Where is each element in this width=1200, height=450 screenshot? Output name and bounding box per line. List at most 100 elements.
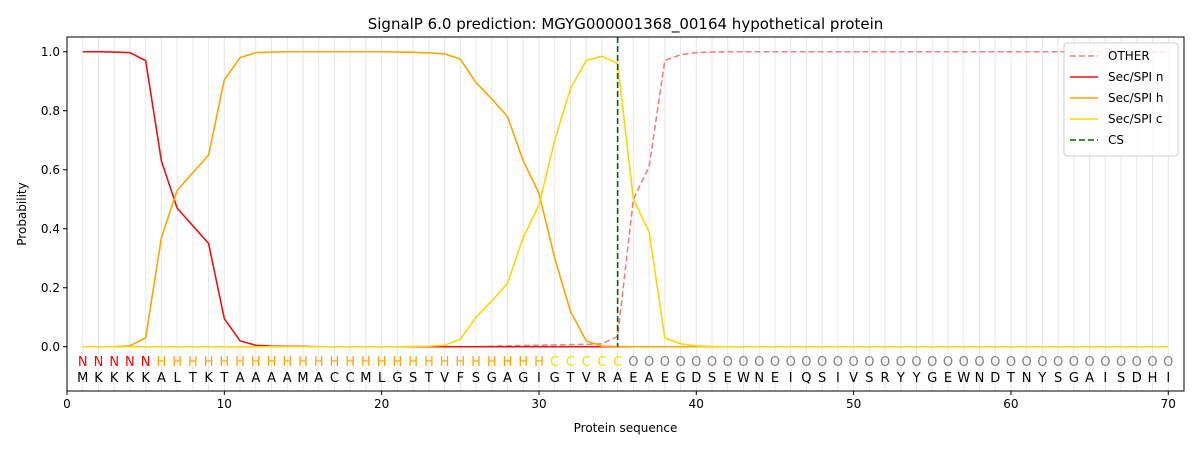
region-label: O [1022, 355, 1032, 370]
legend: OTHER Sec/SPI n Sec/SPI h Sec/SPI c CS [1063, 42, 1179, 157]
residue-letter: G [676, 371, 686, 386]
region-label: H [471, 355, 481, 370]
region-label: O [1053, 355, 1063, 370]
region-label: O [1132, 355, 1142, 370]
series-line-sec-spi-n [82, 50, 1169, 348]
series-line-sec-spi-c [82, 55, 1169, 348]
region-label: O [974, 355, 984, 370]
residue-letter: D [990, 371, 1000, 386]
region-label: O [943, 355, 953, 370]
residue-letter: R [881, 371, 890, 386]
residue-letter: S [409, 371, 417, 386]
residue-letter: G [550, 371, 560, 386]
residue-letter: S [1117, 371, 1125, 386]
residue-letter: D [1132, 371, 1142, 386]
legend-entry: CS [1108, 133, 1124, 147]
y-tick-label: 0.4 [41, 222, 60, 236]
residue-letter: G [487, 371, 497, 386]
region-label: O [675, 355, 685, 370]
residue-letter: V [582, 371, 591, 386]
region-label: N [94, 355, 104, 370]
region-label: O [1116, 355, 1126, 370]
region-label: C [582, 355, 591, 370]
residue-letter: C [346, 371, 355, 386]
region-label: H [424, 355, 434, 370]
region-label: H [314, 355, 324, 370]
residue-letter: S [472, 371, 480, 386]
residue-letter: W [957, 371, 970, 386]
residue-letter: Y [912, 371, 921, 386]
region-label: C [597, 355, 606, 370]
region-label: H [330, 355, 340, 370]
region-label: O [801, 355, 811, 370]
residue-letter: A [1085, 371, 1094, 386]
residue-letter: I [537, 371, 541, 386]
region-label: H [408, 355, 418, 370]
residue-letter: S [1054, 371, 1062, 386]
residue-letter: E [629, 371, 637, 386]
x-tick-label: 60 [1003, 397, 1018, 411]
residue-letter: K [110, 371, 119, 386]
region-label: H [534, 355, 544, 370]
region-label: O [849, 355, 859, 370]
x-tick-label: 20 [374, 397, 389, 411]
region-label: O [723, 355, 733, 370]
region-label: O [660, 355, 670, 370]
x-axis-ticks: 0 10 20 30 40 50 60 70 [63, 391, 1176, 411]
residue-letter: T [565, 371, 574, 386]
y-tick-label: 0.0 [41, 340, 60, 354]
residue-letter: N [754, 371, 764, 386]
residue-letter: R [597, 371, 606, 386]
x-tick-label: 30 [531, 397, 546, 411]
region-label: H [503, 355, 513, 370]
chart-title: SignalP 6.0 prediction: MGYG000001368_00… [368, 15, 884, 34]
plot-area [82, 37, 1169, 348]
region-label: O [1069, 355, 1079, 370]
residue-letter: K [141, 371, 150, 386]
residue-letter: K [94, 371, 103, 386]
residue-letter: K [126, 371, 135, 386]
y-axis-ticks: 0.0 0.2 0.4 0.6 0.8 1.0 [41, 45, 67, 354]
region-label: H [361, 355, 371, 370]
residue-letter: G [1069, 371, 1079, 386]
region-label: H [188, 355, 198, 370]
legend-entry: OTHER [1108, 49, 1150, 63]
sequence-annotation: NMNKNKNKNKHAHLHTHKHTHAHAHAHAHMHAHCHCHMHL… [77, 355, 1173, 386]
residue-letter: T [219, 371, 228, 386]
y-tick-label: 0.8 [41, 104, 60, 118]
x-tick-label: 40 [689, 397, 704, 411]
residue-letter: M [360, 371, 371, 386]
y-tick-label: 0.6 [41, 163, 60, 177]
residue-letter: H [1148, 371, 1158, 386]
residue-letter: A [157, 371, 166, 386]
residue-letter: A [283, 371, 292, 386]
legend-entry: Sec/SPI n [1108, 70, 1163, 84]
residue-letter: N [1022, 371, 1032, 386]
residue-letter: Q [801, 371, 811, 386]
residue-letter: I [1166, 371, 1170, 386]
region-label: H [487, 355, 497, 370]
region-label: O [1163, 355, 1173, 370]
residue-letter: A [267, 371, 276, 386]
region-label: O [896, 355, 906, 370]
residue-letter: I [1103, 371, 1107, 386]
region-label: O [707, 355, 717, 370]
region-label: H [345, 355, 355, 370]
residue-letter: A [613, 371, 622, 386]
region-label: O [1147, 355, 1157, 370]
region-label: O [990, 355, 1000, 370]
x-tick-label: 50 [846, 397, 861, 411]
region-label: O [959, 355, 969, 370]
residue-letter: G [927, 371, 937, 386]
residue-letter: E [661, 371, 669, 386]
residue-letter: E [944, 371, 952, 386]
region-label: O [880, 355, 890, 370]
residue-letter: F [457, 371, 464, 386]
region-label: O [1100, 355, 1110, 370]
residue-letter: A [314, 371, 323, 386]
region-label: O [691, 355, 701, 370]
vertical-gridlines [82, 37, 1169, 391]
region-label: N [141, 355, 151, 370]
residue-letter: Y [1037, 371, 1046, 386]
residue-letter: S [818, 371, 826, 386]
